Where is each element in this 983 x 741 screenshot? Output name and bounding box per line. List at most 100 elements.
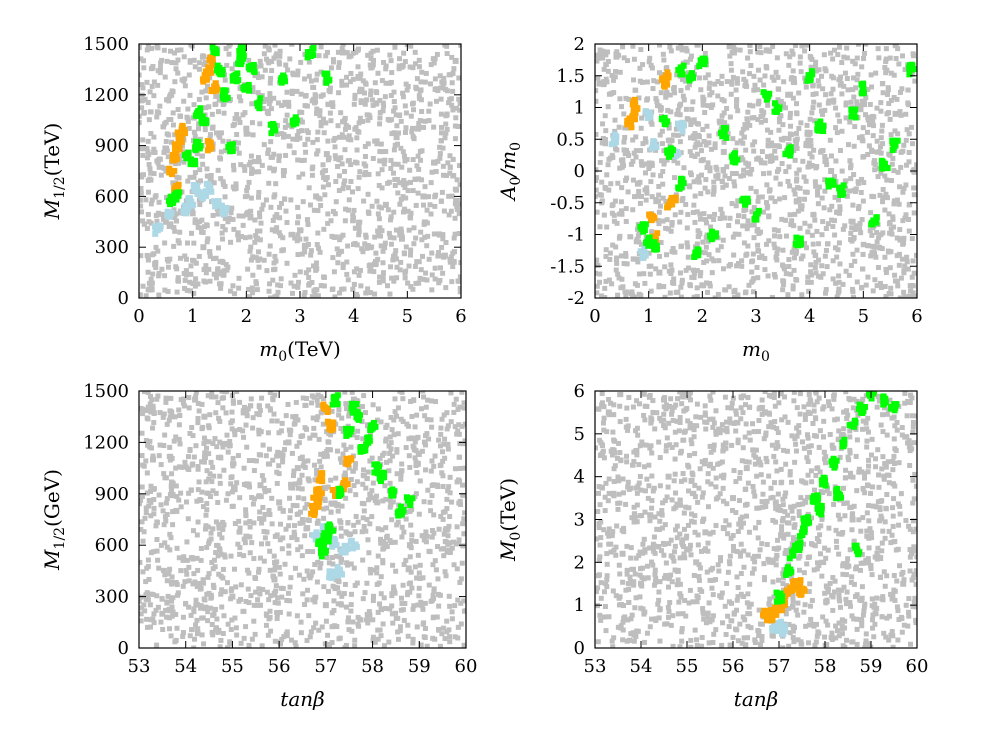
bg-texture-point xyxy=(204,83,210,89)
bg-texture-point xyxy=(699,172,705,178)
bg-texture-point xyxy=(669,220,675,226)
bg-texture-point xyxy=(794,176,800,182)
bg-texture-point xyxy=(630,158,636,164)
bg-texture-point xyxy=(275,600,281,606)
bg-texture-point xyxy=(352,126,358,132)
bg-texture-point xyxy=(457,182,461,188)
cluster-point xyxy=(272,127,279,134)
bg-texture-point xyxy=(299,553,305,559)
bg-texture-point xyxy=(144,470,150,476)
bg-texture-point xyxy=(597,271,603,277)
bg-texture-point xyxy=(367,491,373,497)
bg-texture-point xyxy=(186,467,192,473)
cluster-point xyxy=(206,185,213,192)
cluster-point xyxy=(858,81,865,88)
bg-texture-point xyxy=(159,164,165,170)
bg-texture-point xyxy=(747,49,753,55)
bg-texture-point xyxy=(213,93,219,99)
cluster-point xyxy=(199,113,206,120)
bg-texture-point xyxy=(430,592,436,598)
bg-texture-point xyxy=(832,245,838,251)
bg-texture-point xyxy=(458,260,461,266)
bg-texture-point xyxy=(906,217,912,223)
cluster-point xyxy=(721,125,728,132)
bg-texture-point xyxy=(218,130,224,136)
bg-texture-point xyxy=(247,534,253,540)
bg-texture-point xyxy=(802,189,808,195)
bg-texture-point xyxy=(369,495,375,501)
bg-texture-point xyxy=(413,463,419,469)
bg-texture-point xyxy=(246,458,252,464)
bg-texture-point xyxy=(177,229,183,235)
bg-texture-point xyxy=(323,168,329,174)
bg-texture-point xyxy=(281,173,287,179)
bg-texture-point xyxy=(774,257,780,263)
bg-texture-point xyxy=(365,141,371,147)
points-p1 xyxy=(139,44,461,298)
bg-texture-point xyxy=(151,505,157,511)
bg-texture-point xyxy=(305,517,311,523)
bg-texture-point xyxy=(766,214,772,220)
bg-texture-point xyxy=(303,236,309,242)
bg-texture-point xyxy=(633,134,639,140)
bg-texture-point xyxy=(608,155,614,161)
bg-texture-point xyxy=(615,180,621,186)
bg-texture-point xyxy=(368,290,374,296)
cluster-point xyxy=(281,74,288,81)
bg-texture-point xyxy=(321,283,327,289)
bg-texture-point xyxy=(195,466,201,472)
bg-texture-point xyxy=(444,496,450,502)
bg-texture-point xyxy=(377,225,383,231)
bg-texture-point xyxy=(340,232,346,238)
bg-texture-point xyxy=(793,276,799,282)
bg-texture-point xyxy=(854,55,860,61)
bg-texture-point xyxy=(767,158,773,164)
bg-texture-point xyxy=(144,155,150,161)
y-tick-label: 1200 xyxy=(83,85,129,106)
bg-texture-point xyxy=(410,286,416,292)
bg-texture-point xyxy=(283,62,289,68)
bg-texture-point xyxy=(882,173,888,179)
bg-texture-point xyxy=(215,267,221,273)
bg-texture-point xyxy=(369,488,375,494)
bg-texture-point xyxy=(674,111,680,117)
bg-texture-point xyxy=(444,126,450,132)
bg-texture-point xyxy=(140,411,146,417)
bg-texture-point xyxy=(598,192,604,198)
bg-texture-point xyxy=(407,167,413,173)
bg-texture-point xyxy=(256,210,262,216)
bg-texture-point xyxy=(229,474,235,480)
bg-texture-point xyxy=(449,102,455,108)
bg-texture-point xyxy=(319,170,325,176)
bg-texture-point xyxy=(250,85,256,91)
bg-texture-point xyxy=(812,118,818,124)
bg-texture-point xyxy=(638,148,644,154)
bg-texture-point xyxy=(888,132,894,138)
bg-texture-point xyxy=(370,480,376,486)
cluster-point xyxy=(175,134,182,141)
bg-texture-point xyxy=(424,207,430,213)
bg-texture-point xyxy=(720,266,726,272)
bg-texture-point xyxy=(147,166,153,172)
bg-texture-point xyxy=(812,253,818,259)
bg-texture-point xyxy=(204,222,210,228)
bg-texture-point xyxy=(633,154,639,160)
bg-texture-point xyxy=(191,609,197,615)
bg-texture-point xyxy=(432,265,438,271)
bg-texture-point xyxy=(909,274,915,280)
bg-texture-point xyxy=(402,206,408,212)
bg-texture-point xyxy=(425,487,431,493)
bg-texture-point xyxy=(617,69,623,75)
bg-texture-point xyxy=(380,248,386,254)
bg-texture-point xyxy=(455,428,461,434)
cluster-point xyxy=(184,155,191,162)
bg-texture-point xyxy=(398,145,404,151)
bg-texture-point xyxy=(339,119,345,125)
bg-texture-point xyxy=(334,624,340,630)
bg-texture-point xyxy=(236,237,242,243)
bg-texture-point xyxy=(401,153,407,159)
bg-texture-point xyxy=(445,533,451,539)
data-point xyxy=(656,269,663,276)
bg-texture-point xyxy=(267,80,273,86)
bg-texture-point xyxy=(398,472,404,478)
